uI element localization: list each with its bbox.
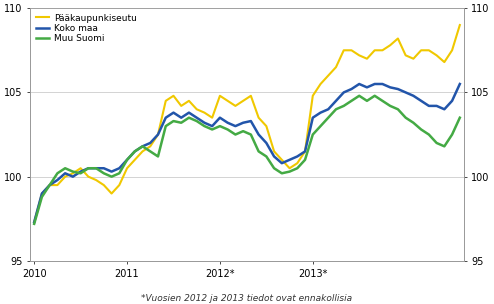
Muu Suomi — [31, 222, 37, 226]
Pääkaupunkiseutu — [310, 94, 316, 98]
Line: Muu Suomi: Muu Suomi — [34, 96, 460, 224]
Pääkaupunkiseutu — [457, 23, 463, 27]
Koko maa — [186, 111, 192, 115]
Muu Suomi — [457, 116, 463, 119]
Koko maa — [271, 155, 277, 158]
Koko maa — [39, 192, 45, 195]
Koko maa — [294, 155, 300, 158]
Koko maa — [310, 116, 316, 119]
Legend: Pääkaupunkiseutu, Koko maa, Muu Suomi: Pääkaupunkiseutu, Koko maa, Muu Suomi — [33, 11, 139, 46]
Line: Pääkaupunkiseutu: Pääkaupunkiseutu — [34, 25, 460, 222]
Pääkaupunkiseutu — [294, 161, 300, 165]
Pääkaupunkiseutu — [31, 220, 37, 224]
Muu Suomi — [294, 166, 300, 170]
Koko maa — [31, 220, 37, 224]
Muu Suomi — [271, 166, 277, 170]
Line: Koko maa: Koko maa — [34, 84, 460, 222]
Pääkaupunkiseutu — [186, 99, 192, 103]
Muu Suomi — [356, 94, 362, 98]
Text: *Vuosien 2012 ja 2013 tiedot ovat ennakollisia: *Vuosien 2012 ja 2013 tiedot ovat ennako… — [141, 294, 353, 303]
Muu Suomi — [364, 99, 370, 103]
Pääkaupunkiseutu — [271, 150, 277, 153]
Koko maa — [364, 85, 370, 89]
Muu Suomi — [310, 133, 316, 136]
Koko maa — [457, 82, 463, 86]
Muu Suomi — [186, 116, 192, 119]
Pääkaupunkiseutu — [356, 54, 362, 57]
Pääkaupunkiseutu — [39, 192, 45, 195]
Koko maa — [356, 82, 362, 86]
Muu Suomi — [39, 195, 45, 199]
